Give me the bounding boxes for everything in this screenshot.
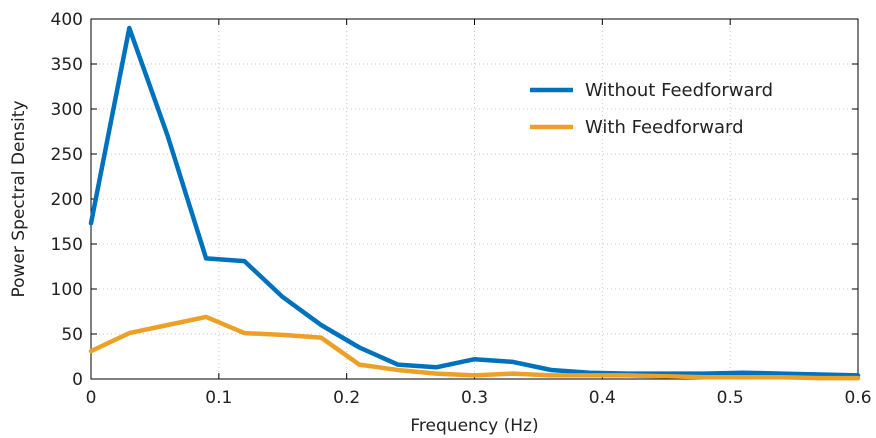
x-tick-labels: 0 0.1 0.2 0.3 0.4 0.5 0.6 (86, 388, 872, 408)
series-line-with-feedforward (88, 314, 861, 381)
y-tick-label: 350 (51, 55, 83, 75)
x-tick-label: 0.1 (205, 388, 232, 408)
y-tick-label: 250 (51, 145, 83, 165)
legend: Without Feedforward With Feedforward (530, 80, 773, 138)
y-tick-label: 50 (61, 325, 83, 345)
legend-label: With Feedforward (585, 117, 744, 138)
x-tick-label: 0.6 (844, 388, 871, 408)
y-tick-label: 200 (51, 190, 83, 210)
x-tick-label: 0.4 (589, 388, 616, 408)
y-tick-label: 150 (51, 235, 83, 255)
grid-lines (91, 19, 858, 379)
y-tick-label: 400 (51, 10, 83, 30)
x-tick-label: 0.3 (461, 388, 488, 408)
y-tick-label: 0 (72, 370, 83, 390)
x-tick-label: 0.5 (717, 388, 744, 408)
legend-label: Without Feedforward (585, 80, 773, 101)
y-axis-label: Power Spectral Density (9, 100, 29, 297)
y-tick-label: 100 (51, 280, 83, 300)
x-axis-label: Frequency (Hz) (410, 416, 538, 436)
series-line-without-feedforward (88, 25, 861, 378)
y-tick-label: 300 (51, 100, 83, 120)
y-tick-labels: 0 50 100 150 200 250 300 350 400 (51, 10, 83, 390)
x-tick-label: 0 (86, 388, 97, 408)
x-tick-label: 0.2 (333, 388, 360, 408)
series-lines (88, 25, 861, 381)
